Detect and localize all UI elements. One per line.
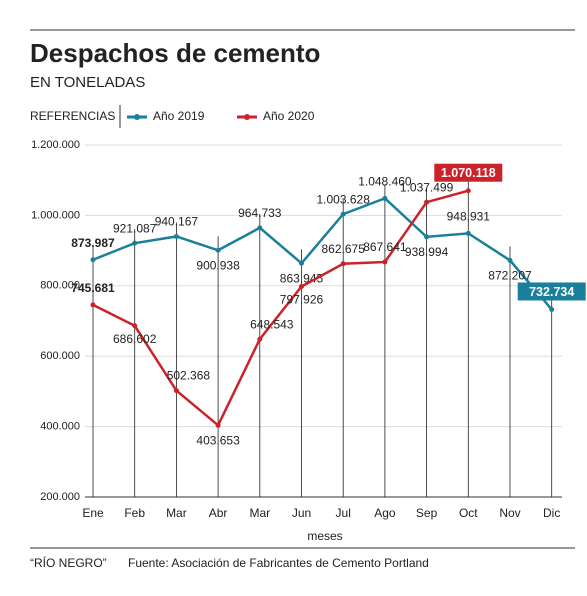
y-tick-label: 400.000 (40, 421, 80, 433)
value-label: 403.653 (196, 433, 240, 447)
x-axis-label: meses (307, 529, 342, 543)
point (90, 302, 96, 308)
x-tick-label: Abr (209, 506, 228, 520)
value-label: 732.734 (529, 285, 574, 299)
point (173, 233, 179, 239)
point (424, 199, 430, 205)
point (465, 188, 471, 194)
value-label: 686.602 (113, 332, 157, 346)
value-label: 900.938 (196, 258, 240, 272)
y-tick-label: 1.000.000 (31, 209, 80, 221)
x-tick-label: Feb (124, 506, 145, 520)
value-label: 964.733 (238, 206, 282, 220)
point (382, 195, 388, 201)
point (257, 336, 263, 342)
value-label: 797.926 (280, 293, 324, 307)
x-tick-label: Mar (249, 506, 270, 520)
chart-subtitle: EN TONELADAS (30, 74, 145, 91)
chart-title: Despachos de cemento (30, 38, 320, 68)
credit: “RÍO NEGRO” (30, 555, 107, 570)
value-label: 1.003.628 (317, 192, 371, 206)
point (299, 284, 304, 290)
legend-label: Año 2020 (263, 109, 315, 123)
label-box (517, 282, 586, 301)
x-tick-label: Dic (543, 506, 560, 520)
point (549, 306, 555, 312)
value-label: 1.037.499 (400, 180, 454, 194)
value-label: 940.167 (155, 215, 199, 229)
value-label: 867.641 (363, 240, 407, 254)
legend-dot (244, 114, 250, 120)
value-label: 938.994 (405, 245, 449, 259)
value-label: 862.675 (322, 242, 366, 256)
value-label: 1.070.118 (441, 166, 496, 180)
point (465, 230, 471, 236)
legend-dot (134, 114, 140, 120)
point (215, 422, 221, 428)
value-label: 502.368 (167, 369, 211, 383)
value-label: 648.543 (250, 317, 294, 331)
series-line (92, 189, 469, 428)
legend-label: Año 2019 (153, 109, 205, 123)
y-tick-label: 1.200.000 (31, 139, 80, 151)
y-tick-label: 800.000 (40, 280, 80, 292)
value-label: 745.681 (71, 281, 115, 295)
value-label: 921.087 (113, 221, 157, 235)
value-label: 872.207 (488, 269, 532, 283)
point (382, 259, 388, 265)
point (173, 388, 179, 394)
point (132, 240, 138, 246)
x-tick-label: Ene (82, 506, 104, 520)
value-label: 948.931 (447, 210, 491, 224)
legend-title: REFERENCIAS (30, 109, 115, 123)
label-box (434, 163, 503, 182)
x-tick-label: Nov (499, 506, 520, 520)
y-tick-label: 600.000 (40, 350, 80, 362)
x-tick-label: Oct (459, 506, 478, 520)
source: Fuente: Asociación de Fabricantes de Cem… (128, 556, 429, 570)
point (132, 323, 138, 329)
point (299, 260, 304, 266)
point (90, 257, 96, 263)
point (215, 247, 221, 253)
value-label: 863.945 (280, 271, 324, 285)
series-line (92, 196, 553, 311)
x-tick-label: Jun (292, 506, 311, 520)
x-tick-label: Sep (416, 506, 438, 520)
x-tick-label: Ago (374, 506, 396, 520)
point (507, 257, 513, 263)
point (257, 225, 263, 231)
point (424, 234, 430, 240)
y-tick-label: 200.000 (40, 491, 80, 503)
point (340, 261, 346, 267)
point (340, 211, 346, 217)
value-label: 873.987 (71, 236, 115, 250)
value-label: 1.048.460 (358, 175, 412, 189)
x-tick-label: Jul (336, 506, 351, 520)
x-tick-label: Mar (166, 506, 187, 520)
